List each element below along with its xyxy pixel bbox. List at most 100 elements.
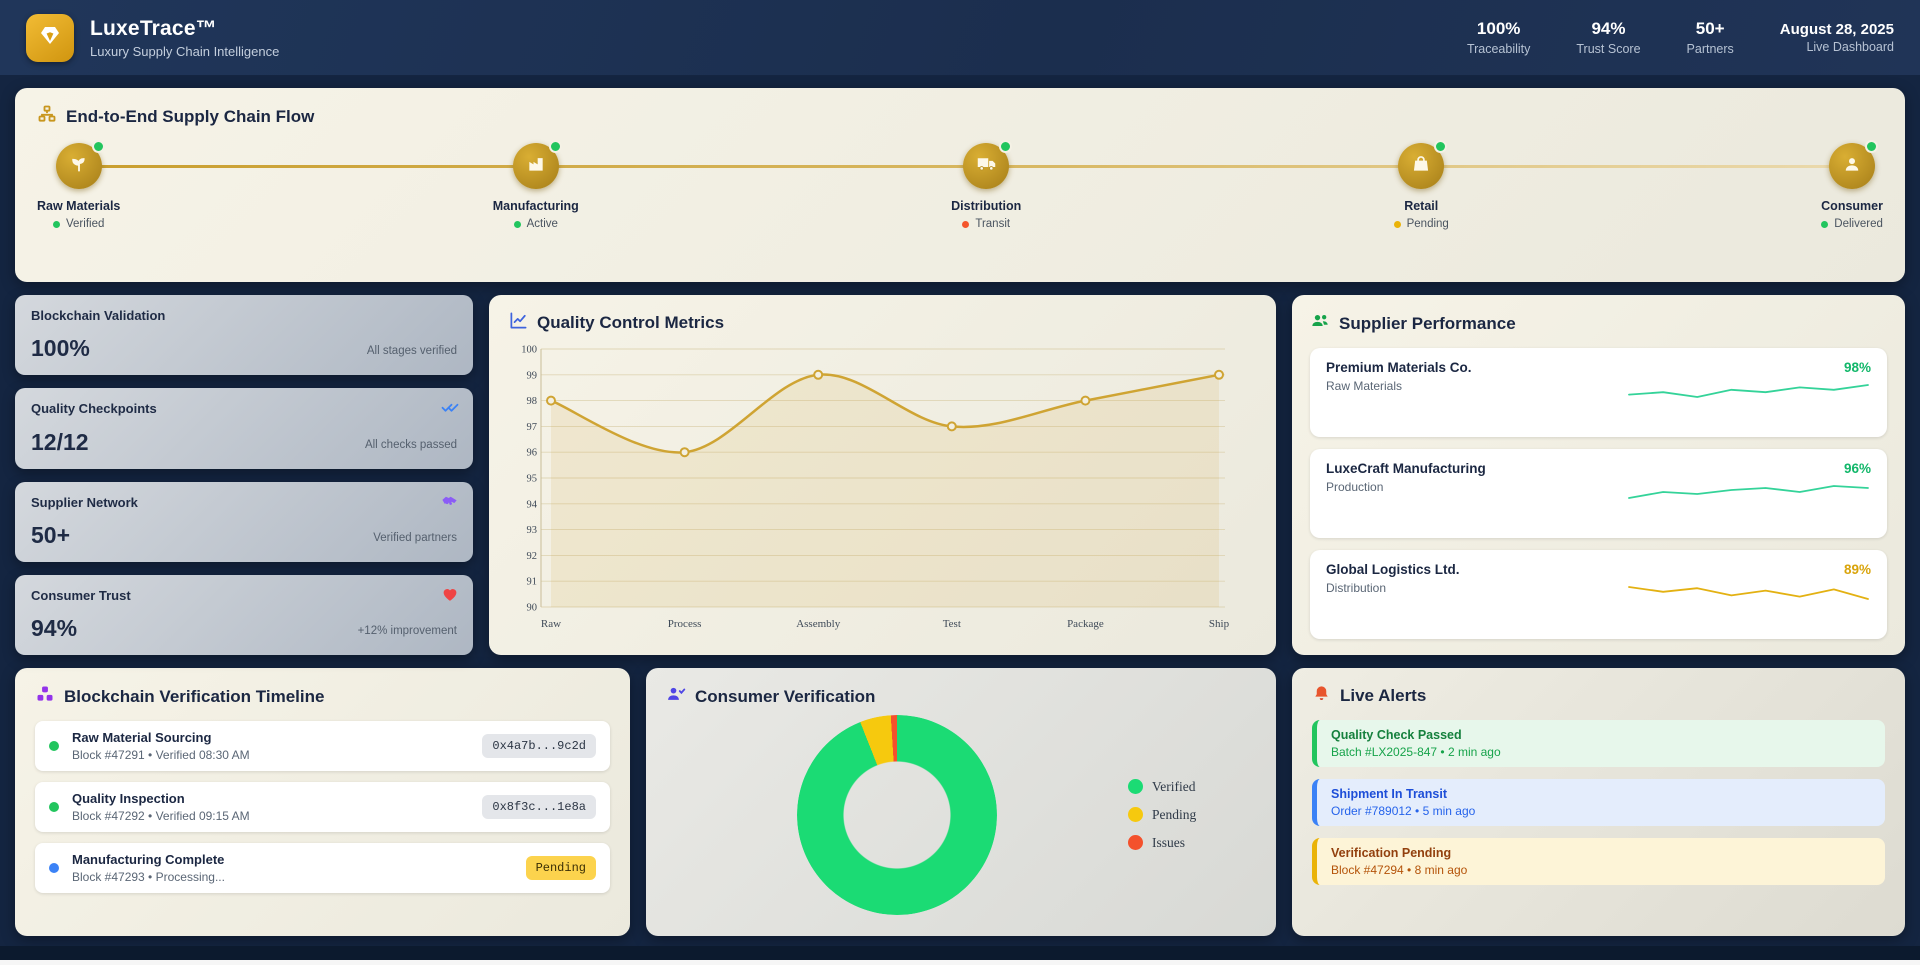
consumer-verification-panel: Consumer Verification Verified Pending I… (646, 668, 1276, 936)
gem-icon (38, 23, 62, 52)
quality-chart-title: Quality Control Metrics (537, 313, 725, 332)
supplier-sparkline (1628, 586, 1869, 600)
seedling-icon (69, 154, 89, 179)
supplier-sparkline (1628, 384, 1869, 398)
kpi-value: 94% (31, 615, 78, 641)
kpi-title: Quality Checkpoints (31, 401, 157, 417)
supplier-row[interactable]: LuxeCraft Manufacturing Production 96% (1310, 449, 1887, 538)
status-dot (53, 220, 60, 228)
double-check-icon (441, 398, 459, 421)
status-dot (962, 220, 970, 228)
block-hash-chip[interactable]: 0x8f3c...1e8a (482, 795, 596, 819)
app-subtitle: Luxury Supply Chain Intelligence (90, 43, 280, 59)
kpi-blockchain-validation: Blockchain Validation 100% All stages ve… (15, 295, 473, 376)
pending-status-chip[interactable]: Pending (525, 856, 596, 880)
stage-status-badge (91, 140, 105, 153)
svg-text:94: 94 (527, 499, 538, 510)
flow-stages: Raw Materials Verified Manufacturing Act… (37, 140, 1883, 270)
kpi-title: Blockchain Validation (31, 308, 166, 323)
alert-info[interactable]: Shipment In Transit Order #789012 • 5 mi… (1312, 779, 1885, 826)
svg-text:90: 90 (527, 603, 538, 614)
timeline-entry-subtitle: Block #47292 • Verified 09:15 AM (72, 809, 250, 823)
legend-dot-pending (1128, 807, 1143, 822)
timeline-entry-subtitle: Block #47291 • Verified 08:30 AM (72, 748, 250, 762)
brand-logo (26, 13, 74, 62)
bottom-edge (0, 960, 1920, 965)
stage-name: Raw Materials (37, 199, 121, 213)
kpi-supplier-network: Supplier Network 50+ Verified partners (15, 481, 473, 562)
bell-icon (1312, 684, 1331, 708)
user-icon (1842, 154, 1862, 179)
blockchain-timeline-panel: Blockchain Verification Timeline Raw Mat… (15, 668, 630, 936)
timeline-title: Blockchain Verification Timeline (64, 686, 325, 706)
svg-text:99: 99 (527, 370, 538, 381)
stage-status-label: Delivered (1834, 218, 1883, 230)
svg-text:Package: Package (1067, 618, 1104, 630)
kpi-quality-checkpoints: Quality Checkpoints 12/12 All checks pas… (15, 388, 473, 469)
supplier-category: Production (1326, 480, 1384, 494)
supplier-row[interactable]: Premium Materials Co. Raw Materials 98% (1310, 348, 1887, 437)
supplier-name: Premium Materials Co. (1326, 360, 1472, 375)
kpi-value: 50+ (31, 521, 71, 548)
legend-label: Verified (1152, 778, 1196, 794)
kpi-title: Consumer Trust (31, 587, 131, 603)
alert-title: Verification Pending (1331, 846, 1452, 860)
legend-dot-issues (1128, 835, 1143, 850)
svg-text:93: 93 (527, 525, 538, 536)
stage-name: Manufacturing (492, 199, 579, 213)
header-stat-trust: 94% Trust Score (1576, 19, 1641, 56)
user-check-icon (666, 684, 686, 709)
timeline-row[interactable]: Raw Material Sourcing Block #47291 • Ver… (35, 721, 610, 771)
timeline-entry-title: Quality Inspection (72, 791, 185, 806)
supplier-performance-panel: Supplier Performance Premium Materials C… (1292, 295, 1905, 655)
quality-line-chart: 90 91 92 93 94 95 96 97 98 99 100 Raw Process Assembl… (509, 339, 1256, 645)
stage-retail[interactable]: Retail Pending (1393, 140, 1449, 270)
consumer-verification-donut (797, 714, 997, 915)
alert-success[interactable]: Quality Check Passed Batch #LX2025-847 •… (1312, 720, 1885, 767)
svg-text:Process: Process (668, 618, 702, 630)
kpi-title: Supplier Network (31, 494, 138, 510)
supplier-score: 89% (1843, 562, 1871, 577)
alert-warning[interactable]: Verification Pending Block #47294 • 8 mi… (1312, 838, 1885, 885)
supplier-category: Distribution (1326, 581, 1387, 595)
legend-label: Issues (1152, 834, 1185, 850)
stage-raw-materials[interactable]: Raw Materials Verified (37, 140, 121, 270)
stage-status-badge (999, 140, 1013, 153)
handshake-icon (440, 492, 459, 516)
stage-distribution[interactable]: Distribution Transit (951, 140, 1021, 270)
svg-text:Assembly: Assembly (796, 618, 841, 630)
blocks-icon (35, 684, 55, 709)
live-alerts-panel: Live Alerts Quality Check Passed Batch #… (1292, 668, 1905, 936)
svg-text:92: 92 (527, 551, 538, 562)
sitemap-icon (37, 104, 57, 129)
legend-label: Pending (1152, 806, 1197, 822)
flow-connector-line (73, 165, 1843, 168)
svg-text:96: 96 (527, 448, 538, 459)
stage-name: Consumer (1821, 199, 1883, 213)
timeline-dot (49, 802, 59, 812)
timeline-entry-subtitle: Block #47293 • Processing... (72, 870, 225, 884)
supplier-row[interactable]: Global Logistics Ltd. Distribution 89% (1310, 550, 1887, 639)
supply-chain-flow-panel: End-to-End Supply Chain Flow Raw Materia… (15, 88, 1905, 282)
bottom-strip (0, 946, 1920, 960)
timeline-row[interactable]: Manufacturing Complete Block #47293 • Pr… (35, 843, 610, 893)
status-dot (1393, 220, 1401, 228)
kpi-value: 12/12 (31, 428, 89, 455)
flow-title: End-to-End Supply Chain Flow (66, 106, 315, 126)
svg-text:Test: Test (943, 618, 961, 630)
svg-text:98: 98 (527, 396, 538, 407)
stage-manufacturing[interactable]: Manufacturing Active (492, 140, 579, 270)
stage-status-label: Pending (1406, 218, 1449, 230)
stage-status-badge (1434, 140, 1448, 153)
donut-legend: Verified Pending Issues (1128, 779, 1248, 851)
timeline-entry-title: Raw Material Sourcing (72, 730, 212, 745)
supplier-score: 98% (1843, 360, 1871, 375)
timeline-dot (49, 741, 59, 751)
stage-consumer[interactable]: Consumer Delivered (1821, 140, 1883, 270)
stage-status-badge (548, 140, 562, 153)
timeline-row[interactable]: Quality Inspection Block #47292 • Verifi… (35, 782, 610, 832)
block-hash-chip[interactable]: 0x4a7b...9c2d (482, 734, 596, 758)
alert-title: Quality Check Passed (1331, 728, 1462, 742)
stage-status-badge (1865, 140, 1879, 153)
verification-title: Consumer Verification (695, 686, 876, 706)
